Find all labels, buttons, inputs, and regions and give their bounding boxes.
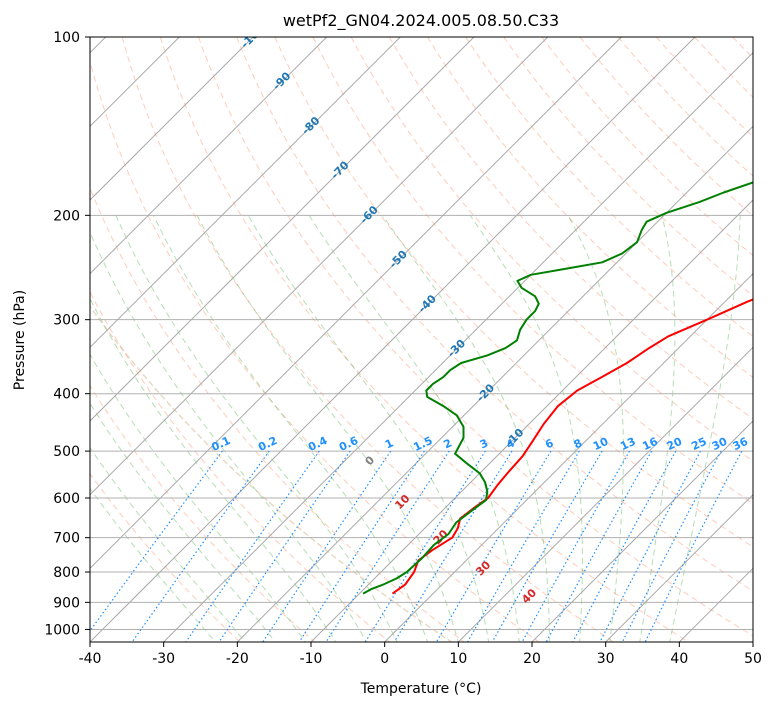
mixing-ratio-line	[325, 450, 450, 642]
mixing-ratio-label: 36	[731, 435, 751, 453]
x-tick-label: -30	[152, 651, 175, 667]
isotherm-line	[90, 37, 328, 275]
moist-adiabat-line	[196, 215, 459, 642]
chart-title: wetPf2_GN04.2024.005.08.50.C33	[283, 11, 559, 31]
moist-adiabat-line	[90, 230, 367, 642]
y-tick-label: 900	[53, 595, 80, 611]
y-tick-label: 100	[53, 30, 80, 46]
dry-adiabat-line	[159, 37, 690, 642]
moist-adiabat-line	[153, 215, 429, 642]
y-tick-label: 600	[53, 491, 80, 507]
isotherm-line	[90, 37, 696, 642]
x-tick-label: -40	[79, 651, 102, 667]
x-tick-label: 10	[449, 651, 467, 667]
mixing-ratio-line	[131, 450, 270, 642]
profile-series	[362, 181, 753, 595]
y-tick-label: 300	[53, 313, 80, 329]
y-tick-label: 200	[53, 208, 80, 224]
moist-adiabat-line	[90, 353, 307, 642]
dry-adiabat-line	[198, 37, 753, 637]
mixing-ratio-label: 10	[591, 435, 611, 453]
x-tick-label: 20	[523, 651, 541, 667]
dry-adiabat-line	[274, 37, 753, 548]
isotherm-line	[90, 37, 622, 570]
isotherm-line	[531, 420, 753, 642]
x-tick-label: 30	[597, 651, 615, 667]
isotherm-line	[236, 125, 753, 642]
mixing-ratio-line	[572, 450, 677, 642]
dewpoint-line	[362, 181, 753, 595]
mixing-ratio-line	[545, 450, 653, 642]
dry-adiabat-line	[350, 37, 753, 462]
mixing-ratio-line	[466, 450, 580, 642]
mixing-ratio-line	[298, 450, 425, 642]
isotherm-line	[384, 272, 753, 642]
x-tick-label: -20	[226, 651, 249, 667]
mixing-ratio-line	[218, 450, 351, 642]
isotherm-line	[457, 346, 753, 642]
y-tick-label: 800	[53, 565, 80, 581]
background-lines	[90, 37, 775, 654]
isotherm-line	[90, 37, 549, 496]
y-axis-title: Pressure (hPa)	[12, 290, 28, 390]
mixing-ratio-line	[491, 450, 603, 642]
dry-adiabat-line	[771, 37, 775, 654]
y-tick-label: 500	[53, 444, 80, 460]
dry-adiabat-line	[388, 37, 753, 420]
mixing-ratio-label: 13	[618, 435, 637, 453]
dry-adiabat-line	[236, 37, 753, 592]
y-tick-label: 400	[53, 387, 80, 403]
dry-adiabat-line	[121, 37, 615, 642]
mixing-ratio-line	[435, 450, 552, 642]
y-tick-label: 700	[53, 531, 80, 547]
x-tick-label: 0	[380, 651, 389, 667]
mixing-ratio-line	[364, 450, 486, 642]
plot-frame	[89, 36, 754, 643]
mixing-ratio-label: 25	[689, 435, 708, 453]
dry-adiabat-line	[541, 37, 753, 257]
mixing-ratio-label: 20	[665, 435, 685, 453]
isotherm-line	[163, 51, 753, 642]
mixing-ratio-line	[262, 450, 392, 642]
isotherm-line	[605, 493, 753, 642]
dry-adiabat-line	[617, 37, 753, 177]
x-tick-label: 40	[670, 651, 688, 667]
x-tick-label: 50	[744, 651, 762, 667]
dry-adiabat-line	[90, 186, 465, 642]
isotherm-line	[310, 199, 753, 642]
dry-adiabat-line	[90, 59, 540, 642]
dry-adiabat-line	[503, 37, 753, 297]
moist-adiabat-line	[669, 215, 741, 642]
mixing-ratio-label: 16	[640, 435, 660, 453]
isotherm-line	[90, 37, 401, 349]
axes: -40 -30 -20 -10 0 10 20 30 40 50 1000 900 800 700 600 5…	[44, 30, 762, 667]
dry-adiabat-line	[312, 37, 753, 505]
mixing-ratio-label: 30	[710, 435, 730, 453]
moist-adiabat-line	[567, 215, 624, 642]
moist-adiabat-line	[90, 297, 337, 642]
y-tick-label: 1000	[44, 622, 80, 638]
x-axis-title: Temperature (°C)	[360, 681, 482, 697]
moist-adiabat-line	[382, 215, 550, 642]
temperature-line	[391, 298, 753, 595]
isotherm-line	[752, 641, 753, 642]
dry-adiabat-line	[90, 290, 391, 642]
x-tick-label: -10	[300, 651, 323, 667]
plot-background	[90, 37, 753, 642]
moist-adiabat-line	[115, 215, 398, 642]
moist-adiabat-line	[247, 215, 490, 642]
dry-adiabat-line	[90, 384, 316, 642]
dry-adiabat-line	[90, 472, 241, 642]
mixing-ratio-line	[185, 450, 320, 642]
mixing-ratio-line	[521, 450, 631, 642]
dry-adiabat-line	[426, 37, 753, 378]
moist-adiabat-line	[90, 402, 276, 642]
reference-curve	[90, 305, 453, 642]
isotherm-line	[90, 37, 254, 201]
isotherm-line	[90, 37, 475, 422]
